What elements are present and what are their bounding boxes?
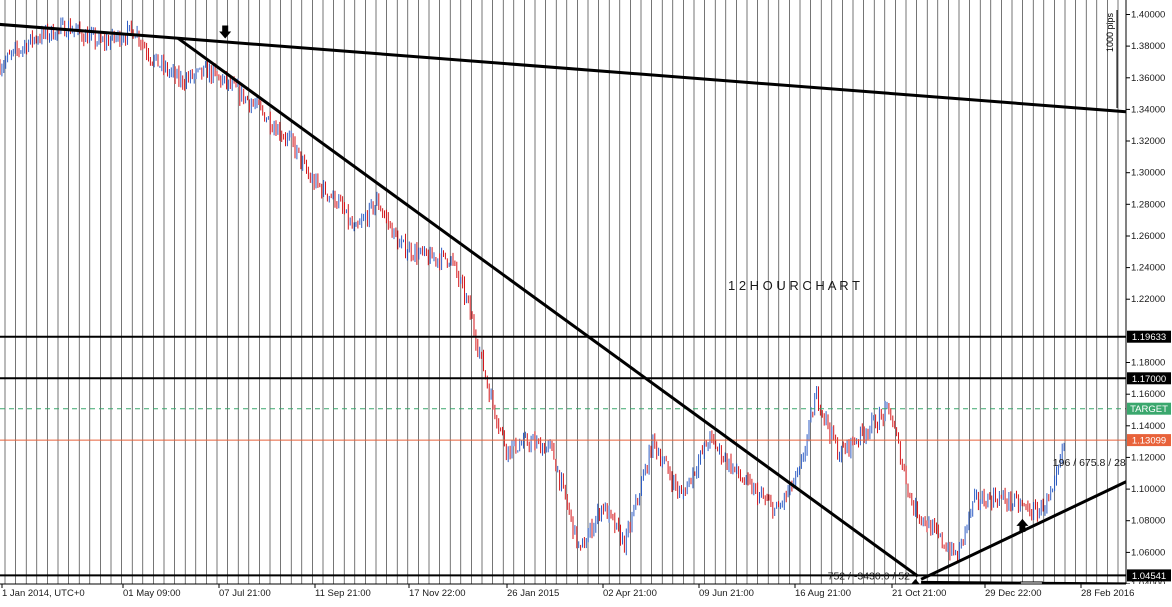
- stats-annotation: 196 / 675.8 / 28: [1053, 457, 1126, 469]
- time-axis-bg: [0, 584, 1172, 602]
- signal-arrows: [219, 25, 1029, 592]
- time-tick-label: 1 Jan 2014, UTC+0: [2, 588, 85, 599]
- pips-label: 1000 pips: [1105, 12, 1115, 52]
- time-tick-label: 28 Feb 2016: [1081, 588, 1134, 599]
- level-label-box: [1127, 402, 1171, 415]
- level-label-box: [1127, 569, 1171, 582]
- down-arrow-icon: [219, 25, 232, 39]
- level-label: TARGET: [1130, 404, 1168, 415]
- price-tick-label: 1.08000: [1131, 516, 1165, 527]
- price-tick-label: 1.32000: [1131, 136, 1165, 147]
- price-tick-label: 1.06000: [1131, 547, 1165, 558]
- price-tick-label: 1.18000: [1131, 358, 1165, 369]
- price-tick-label: 1.12000: [1131, 452, 1165, 463]
- time-axis: 1 Jan 2014, UTC+0 01 May 09:00 07 Jul 21:0…: [0, 583, 1172, 602]
- time-tick-label: 07 Jul 21:00: [219, 588, 271, 599]
- price-axis-bg: [1126, 0, 1172, 602]
- price-axis: 1.40000 1.38000 1.36000 1.34000 1.32000 1.300…: [1125, 0, 1172, 602]
- stats-annotation: 752 / -3430.0 / 52: [828, 571, 910, 583]
- trendline: [920, 475, 1138, 581]
- level-label-box: [1127, 434, 1171, 447]
- time-tick-label: 29 Dec 22:00: [985, 588, 1042, 599]
- level-label: 1.19633: [1132, 332, 1166, 343]
- price-tick-label: 1.16000: [1131, 389, 1165, 400]
- time-tick-label: 09 Jun 21:00: [699, 588, 754, 599]
- price-tick-label: 1.38000: [1131, 41, 1165, 52]
- price-tick-label: 1.14000: [1131, 421, 1165, 432]
- level-label-box: [1127, 372, 1171, 385]
- up-arrow-icon: [1016, 518, 1029, 532]
- time-tick-label: 21 Oct 21:00: [892, 588, 946, 599]
- price-tick-label: 1.22000: [1131, 294, 1165, 305]
- level-label-box: [1127, 330, 1171, 343]
- chart-title: 1 2 H O U R C H A R T: [728, 278, 860, 293]
- time-tick-label: 16 Aug 21:00: [795, 588, 851, 599]
- price-tick-label: 1.28000: [1131, 199, 1165, 210]
- price-tick-label: 1.24000: [1131, 263, 1165, 274]
- price-tick-label: 1.34000: [1131, 104, 1165, 115]
- level-label: 1.17000: [1132, 374, 1166, 385]
- time-tick-label: 17 Nov 22:00: [409, 588, 466, 599]
- vertical-gridlines: [4, 0, 1119, 584]
- trendline: [177, 36, 919, 578]
- price-tick-label: 1.26000: [1131, 231, 1165, 242]
- time-tick-label: 26 Jan 2015: [507, 588, 559, 599]
- level-label: 1.04541: [1132, 571, 1166, 582]
- candlestick-series: [0, 17, 1065, 564]
- price-tick-label: 1.10000: [1131, 484, 1165, 495]
- price-tick-label: 1.30000: [1131, 168, 1165, 179]
- price-tick-label: 1.40000: [1131, 10, 1165, 21]
- time-tick-label: 02 Apr 21:00: [603, 588, 657, 599]
- trendlines: [0, 22, 1138, 586]
- horizontal-levels: [0, 335, 1126, 577]
- time-tick-label: 01 May 09:00: [123, 588, 181, 599]
- trendline: [0, 22, 1138, 115]
- time-tick-label: 11 Sep 21:00: [315, 588, 371, 599]
- price-tick-label: 1.36000: [1131, 73, 1165, 84]
- level-label: 1.13099: [1132, 436, 1166, 447]
